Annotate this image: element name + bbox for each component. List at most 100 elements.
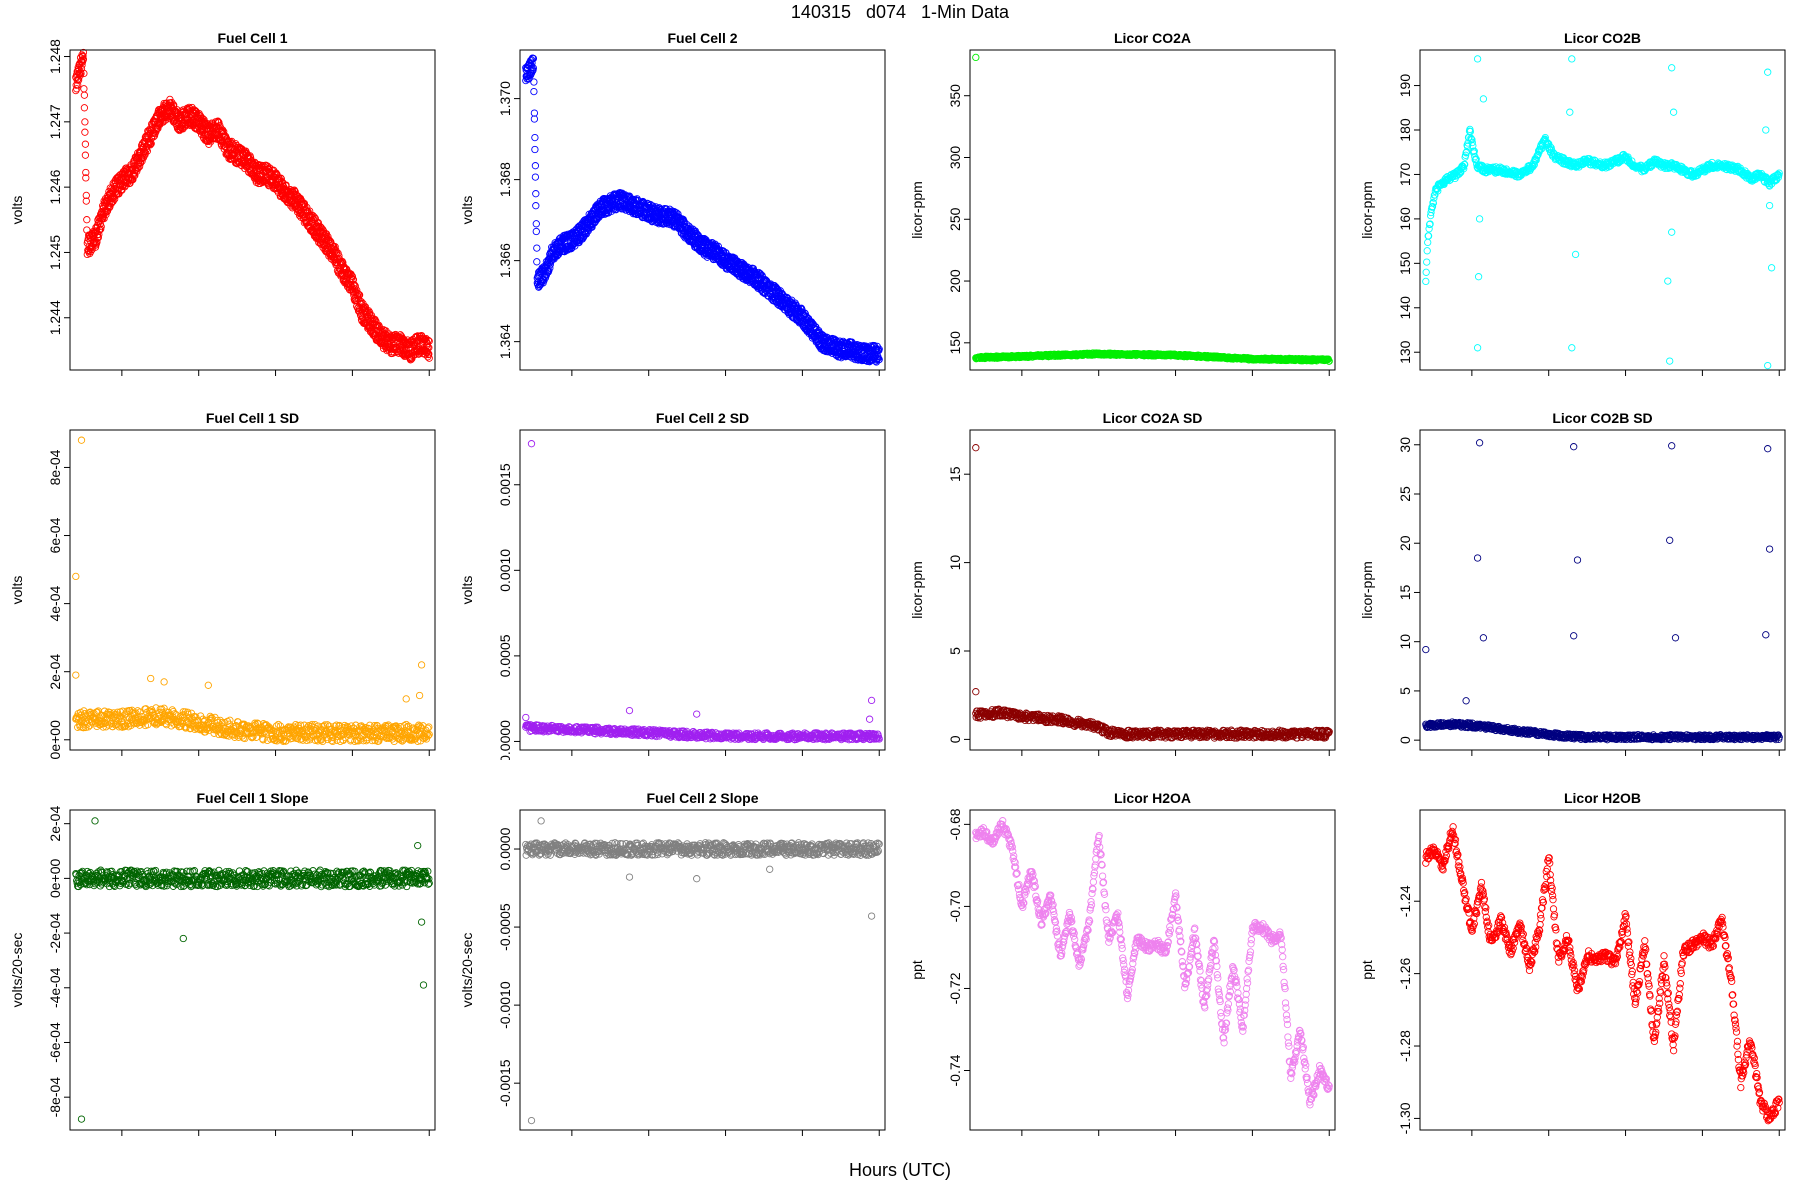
- data-point: [82, 197, 90, 205]
- data-point: [354, 289, 362, 298]
- data-point: [117, 722, 125, 730]
- plot-frame: [519, 49, 886, 371]
- x-tick-label: 8: [1468, 378, 1476, 380]
- data-point: [530, 78, 538, 86]
- data-point: [425, 337, 433, 345]
- data-point: [218, 718, 226, 727]
- data-point: [94, 719, 102, 727]
- data-point: [147, 140, 155, 148]
- data-point: [423, 339, 431, 348]
- outlier-point: [1571, 250, 1580, 259]
- data-point: [530, 109, 539, 117]
- data-point: [1463, 142, 1472, 151]
- data-point: [1324, 356, 1332, 364]
- data-point: [1541, 133, 1549, 142]
- data-point: [1460, 165, 1468, 173]
- data-point: [132, 709, 140, 717]
- y-tick-label: 1.245: [47, 235, 63, 270]
- outlier-point: [1668, 228, 1676, 236]
- y-tick-label: 1.244: [47, 300, 63, 335]
- data-point: [95, 230, 103, 239]
- data-point: [875, 355, 883, 364]
- data-point: [226, 716, 234, 724]
- y-tick-label: 140: [1397, 296, 1413, 320]
- x-tick-label: 8: [118, 378, 126, 380]
- data-point: [398, 344, 406, 353]
- x-tick-label: 24: [1771, 378, 1787, 380]
- data-point: [168, 706, 176, 714]
- data-point: [259, 736, 267, 744]
- data-point: [79, 52, 87, 60]
- x-tick-label: 16: [268, 378, 284, 380]
- data-point: [396, 331, 405, 339]
- x-tick-label: 20: [345, 378, 361, 380]
- outlier-point: [1668, 64, 1676, 72]
- data-point: [1428, 202, 1437, 211]
- x-tick-label: 8: [1018, 378, 1026, 380]
- data-point: [1467, 135, 1476, 143]
- series-points: [72, 48, 433, 364]
- data-point: [531, 133, 539, 142]
- y-axis-label: volts: [459, 196, 475, 225]
- y-tick-label: 1.368: [497, 162, 513, 197]
- data-point: [210, 724, 219, 732]
- data-point: [672, 209, 681, 217]
- data-point: [1429, 199, 1438, 207]
- y-tick-label: 180: [1397, 118, 1413, 142]
- data-point: [1428, 203, 1436, 211]
- x-tick-label: 12: [1091, 378, 1107, 380]
- data-point: [281, 181, 290, 190]
- outlier-point: [1669, 108, 1678, 116]
- data-point: [81, 118, 89, 126]
- plot-frame: [69, 49, 436, 371]
- chart-panel: Fuel Cell 1 SD8121620240e+002e-044e-046e…: [9, 410, 437, 760]
- data-point: [1425, 220, 1434, 229]
- series-points: [72, 436, 433, 746]
- data-point: [160, 704, 168, 712]
- data-point: [93, 238, 101, 246]
- data-point: [79, 48, 88, 57]
- data-point: [140, 147, 149, 155]
- series-points: [522, 54, 883, 366]
- x-tick-label: 16: [1618, 378, 1634, 380]
- data-point: [875, 345, 883, 353]
- data-point: [348, 272, 357, 281]
- data-point: [97, 222, 105, 231]
- chart-panel: Licor CO2A812162024150200250300350licor-…: [909, 30, 1337, 380]
- data-point: [1325, 357, 1333, 365]
- data-point: [588, 223, 596, 231]
- x-tick-label: 20: [1245, 378, 1261, 380]
- data-point: [83, 216, 91, 224]
- data-point: [77, 69, 85, 78]
- data-point: [531, 173, 540, 181]
- data-point: [1430, 194, 1438, 202]
- outlier-point: [1767, 264, 1776, 272]
- data-point: [82, 168, 90, 177]
- data-point: [1423, 247, 1431, 255]
- data-point: [532, 220, 540, 228]
- y-tick-label: 150: [947, 331, 963, 355]
- x-tick-label: 16: [718, 378, 734, 380]
- data-point: [94, 234, 102, 242]
- data-point: [241, 734, 249, 743]
- data-point: [86, 721, 94, 730]
- data-point: [714, 242, 722, 250]
- x-tick-label: 24: [421, 378, 437, 380]
- data-point: [185, 103, 193, 112]
- data-point: [403, 336, 412, 344]
- data-point: [1515, 173, 1524, 181]
- plot-frame: [1419, 49, 1786, 371]
- data-point: [274, 720, 283, 729]
- data-point: [530, 115, 539, 123]
- y-tick-label: 1.364: [497, 324, 513, 359]
- data-point: [1772, 176, 1781, 184]
- outlier-point: [972, 53, 980, 62]
- x-tick-label: 24: [871, 378, 887, 380]
- chart-title: Licor CO2B: [1564, 30, 1641, 46]
- data-point: [1424, 232, 1433, 240]
- data-point: [79, 724, 88, 732]
- data-point: [1423, 258, 1431, 266]
- chart-title: Licor CO2A: [1114, 30, 1191, 46]
- y-axis-label: licor-ppm: [1359, 181, 1375, 239]
